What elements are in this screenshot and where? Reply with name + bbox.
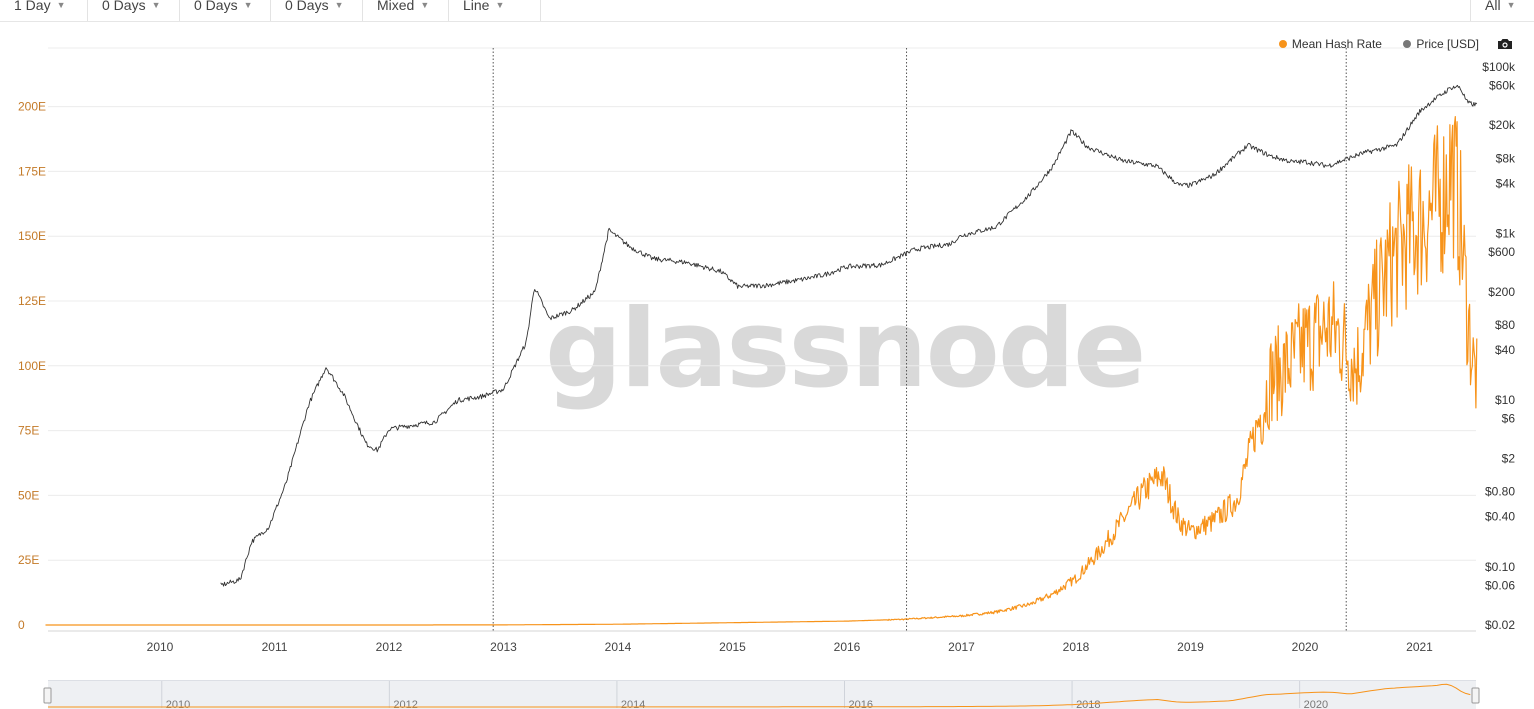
x-axis-tick-label: 2015 bbox=[719, 640, 746, 654]
legend-dot-price bbox=[1403, 40, 1412, 48]
x-axis-tick-label: 2012 bbox=[376, 640, 403, 654]
left-axis-tick-label: 50E bbox=[18, 488, 39, 502]
right-axis-tick-label: $0.10 bbox=[1485, 560, 1515, 574]
x-axis-tick-label: 2011 bbox=[262, 640, 288, 654]
legend-hash-rate[interactable]: Mean Hash Rate bbox=[1278, 37, 1382, 51]
legend-hash-rate-label: Mean Hash Rate bbox=[1291, 37, 1382, 51]
x-axis-tick-label: 2018 bbox=[1063, 640, 1090, 654]
range-dropdown[interactable]: All ▼ bbox=[1470, 0, 1534, 21]
x-axis-tick-label: 2013 bbox=[490, 640, 517, 654]
x-axis-tick-label: 2019 bbox=[1177, 640, 1204, 654]
right-axis-tick-label: $0.80 bbox=[1485, 485, 1515, 499]
moving-average-3-label: 0 Days bbox=[285, 0, 329, 13]
right-axis-tick-label: $8k bbox=[1496, 151, 1516, 165]
x-axis-tick-label: 2010 bbox=[147, 640, 174, 654]
legend-price-label: Price [USD] bbox=[1416, 37, 1479, 51]
right-axis-tick-label: $600 bbox=[1488, 245, 1515, 259]
x-axis-tick-label: 2021 bbox=[1406, 640, 1433, 654]
right-axis-tick-label: $2 bbox=[1502, 451, 1516, 465]
right-axis-tick-label: $0.40 bbox=[1485, 510, 1515, 524]
watermark: glassnode bbox=[545, 287, 1146, 412]
left-axis-tick-label: 25E bbox=[18, 553, 39, 567]
x-axis-tick-label: 2020 bbox=[1292, 640, 1319, 654]
camera-icon[interactable] bbox=[1497, 38, 1513, 50]
chevron-down-icon: ▼ bbox=[334, 0, 344, 10]
chevron-down-icon: ▼ bbox=[151, 0, 161, 10]
chevron-down-icon: ▼ bbox=[243, 0, 253, 10]
resolution-label: 1 Day bbox=[14, 0, 51, 13]
range-label: All bbox=[1485, 0, 1501, 13]
right-axis-tick-label: $80 bbox=[1495, 318, 1515, 332]
right-axis-tick-label: $1k bbox=[1496, 227, 1516, 241]
right-axis-tick-label: $60k bbox=[1489, 78, 1516, 92]
left-axis-tick-label: 150E bbox=[18, 229, 46, 243]
chevron-down-icon: ▼ bbox=[1506, 0, 1516, 10]
navigator[interactable] bbox=[48, 680, 1476, 709]
right-axis-tick-label: $100k bbox=[1482, 60, 1516, 74]
series-line-mean-hash-rate bbox=[45, 116, 1478, 626]
right-axis-tick-label: $10 bbox=[1495, 393, 1515, 407]
left-axis-tick-label: 100E bbox=[18, 359, 46, 373]
left-axis-tick-label: 0 bbox=[18, 618, 25, 632]
left-axis-tick-label: 200E bbox=[18, 100, 46, 114]
right-axis-tick-label: $0.06 bbox=[1485, 578, 1515, 592]
toolbar: 1 Day ▼ 0 Days ▼ 0 Days ▼ 0 Days ▼ Mixed ▼ Li… bbox=[0, 0, 1534, 22]
legend-price[interactable]: Price [USD] bbox=[1403, 37, 1479, 51]
chart-style-dropdown[interactable]: Line ▼ bbox=[449, 0, 541, 21]
left-axis-tick-label: 125E bbox=[18, 294, 46, 308]
moving-average-1-label: 0 Days bbox=[102, 0, 146, 13]
series-line-price bbox=[220, 84, 1478, 587]
scale-dropdown[interactable]: Mixed ▼ bbox=[363, 0, 449, 21]
right-axis-tick-label: $6 bbox=[1502, 412, 1516, 426]
resolution-dropdown[interactable]: 1 Day ▼ bbox=[0, 0, 88, 21]
right-axis-tick-label: $4k bbox=[1496, 176, 1516, 190]
moving-average-3-dropdown[interactable]: 0 Days ▼ bbox=[271, 0, 363, 21]
right-axis-tick-label: $40 bbox=[1495, 343, 1515, 357]
left-axis-tick-label: 75E bbox=[18, 424, 39, 438]
chevron-down-icon: ▼ bbox=[495, 0, 505, 10]
x-axis-tick-label: 2017 bbox=[948, 640, 975, 654]
right-axis-tick-label: $0.02 bbox=[1485, 618, 1515, 632]
left-axis-tick-label: 175E bbox=[18, 164, 46, 178]
right-axis-tick-label: $200 bbox=[1488, 285, 1515, 299]
x-axis-tick-label: 2016 bbox=[834, 640, 861, 654]
x-axis-tick-label: 2014 bbox=[605, 640, 632, 654]
right-axis-tick-label: $20k bbox=[1489, 118, 1516, 132]
chevron-down-icon: ▼ bbox=[56, 0, 66, 10]
moving-average-2-label: 0 Days bbox=[194, 0, 238, 13]
chart-style-label: Line bbox=[463, 0, 490, 13]
moving-average-2-dropdown[interactable]: 0 Days ▼ bbox=[180, 0, 271, 21]
chevron-down-icon: ▼ bbox=[420, 0, 430, 10]
legend-dot-hash-rate bbox=[1278, 40, 1287, 48]
moving-average-1-dropdown[interactable]: 0 Days ▼ bbox=[88, 0, 180, 21]
scale-label: Mixed bbox=[377, 0, 415, 13]
legend: Mean Hash Rate Price [USD] bbox=[1261, 37, 1479, 51]
